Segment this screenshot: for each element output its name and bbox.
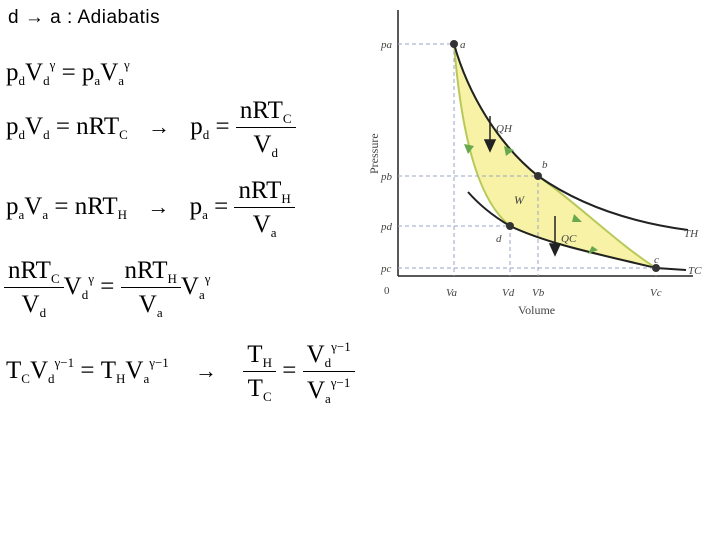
right-arrow-icon: → bbox=[148, 114, 171, 140]
y-axis-label: Pressure bbox=[368, 133, 381, 174]
isotherm-tc bbox=[467, 191, 687, 271]
work-label: W bbox=[514, 193, 525, 207]
point-label-b: b bbox=[542, 159, 548, 171]
direction-arrow-icon bbox=[504, 146, 514, 156]
ytick-pb: pb bbox=[380, 171, 393, 183]
fraction-pd: nRTC Vd bbox=[235, 98, 296, 159]
direction-arrow-icon bbox=[588, 246, 598, 254]
point-c bbox=[652, 264, 660, 272]
slide-title: d → a : Adiabatis bbox=[8, 7, 161, 28]
ideal-gas-state-a: paVa = nRTH → pa = nRTH Va bbox=[6, 178, 295, 239]
point-a bbox=[450, 40, 458, 48]
adiabatic-equation: pdVdγ = paVaγ bbox=[6, 57, 130, 88]
point-label-c: c bbox=[654, 254, 659, 266]
curve-label-tc: TC bbox=[688, 265, 702, 277]
heat-label-qc: QC bbox=[561, 233, 577, 245]
fraction-pa: nRTH Va bbox=[234, 178, 295, 239]
direction-arrow-icon bbox=[464, 144, 474, 154]
qh-arrow-head bbox=[483, 139, 497, 153]
direction-arrow-icon bbox=[572, 214, 582, 222]
xtick-vd: Vd bbox=[502, 287, 515, 299]
qc-arrow-head bbox=[548, 243, 562, 257]
ytick-pd: pd bbox=[380, 221, 393, 233]
right-arrow-icon: → bbox=[195, 358, 218, 384]
curve-label-th: TH bbox=[684, 228, 699, 240]
heat-label-qh: QH bbox=[496, 123, 513, 135]
origin-label: 0 bbox=[384, 285, 390, 297]
xtick-vc: Vc bbox=[650, 287, 662, 299]
point-label-a: a bbox=[460, 39, 466, 51]
ytick-pc: pc bbox=[380, 263, 392, 275]
pv-diagram: a b c d pa pb pd pc Va Vd Vb Vc TH TC QH… bbox=[368, 10, 702, 317]
point-d bbox=[506, 222, 514, 230]
x-axis-label: Volume bbox=[518, 303, 555, 317]
right-arrow-icon: → bbox=[147, 194, 170, 220]
point-b bbox=[534, 172, 542, 180]
substituted-adiabatic-equation: nRTC Vd Vdγ = nRTH Va Vaγ bbox=[4, 258, 210, 319]
ideal-gas-state-d: pdVd = nRTC → pd = nRTC Vd bbox=[6, 98, 296, 159]
xtick-va: Va bbox=[446, 287, 458, 299]
ytick-pa: pa bbox=[380, 39, 393, 51]
point-label-d: d bbox=[496, 233, 502, 245]
temperature-volume-relation: TCVdγ−1 = THVaγ−1 → TH TC = Vdγ−1 Vaγ−1 bbox=[6, 340, 355, 405]
xtick-vb: Vb bbox=[532, 287, 545, 299]
